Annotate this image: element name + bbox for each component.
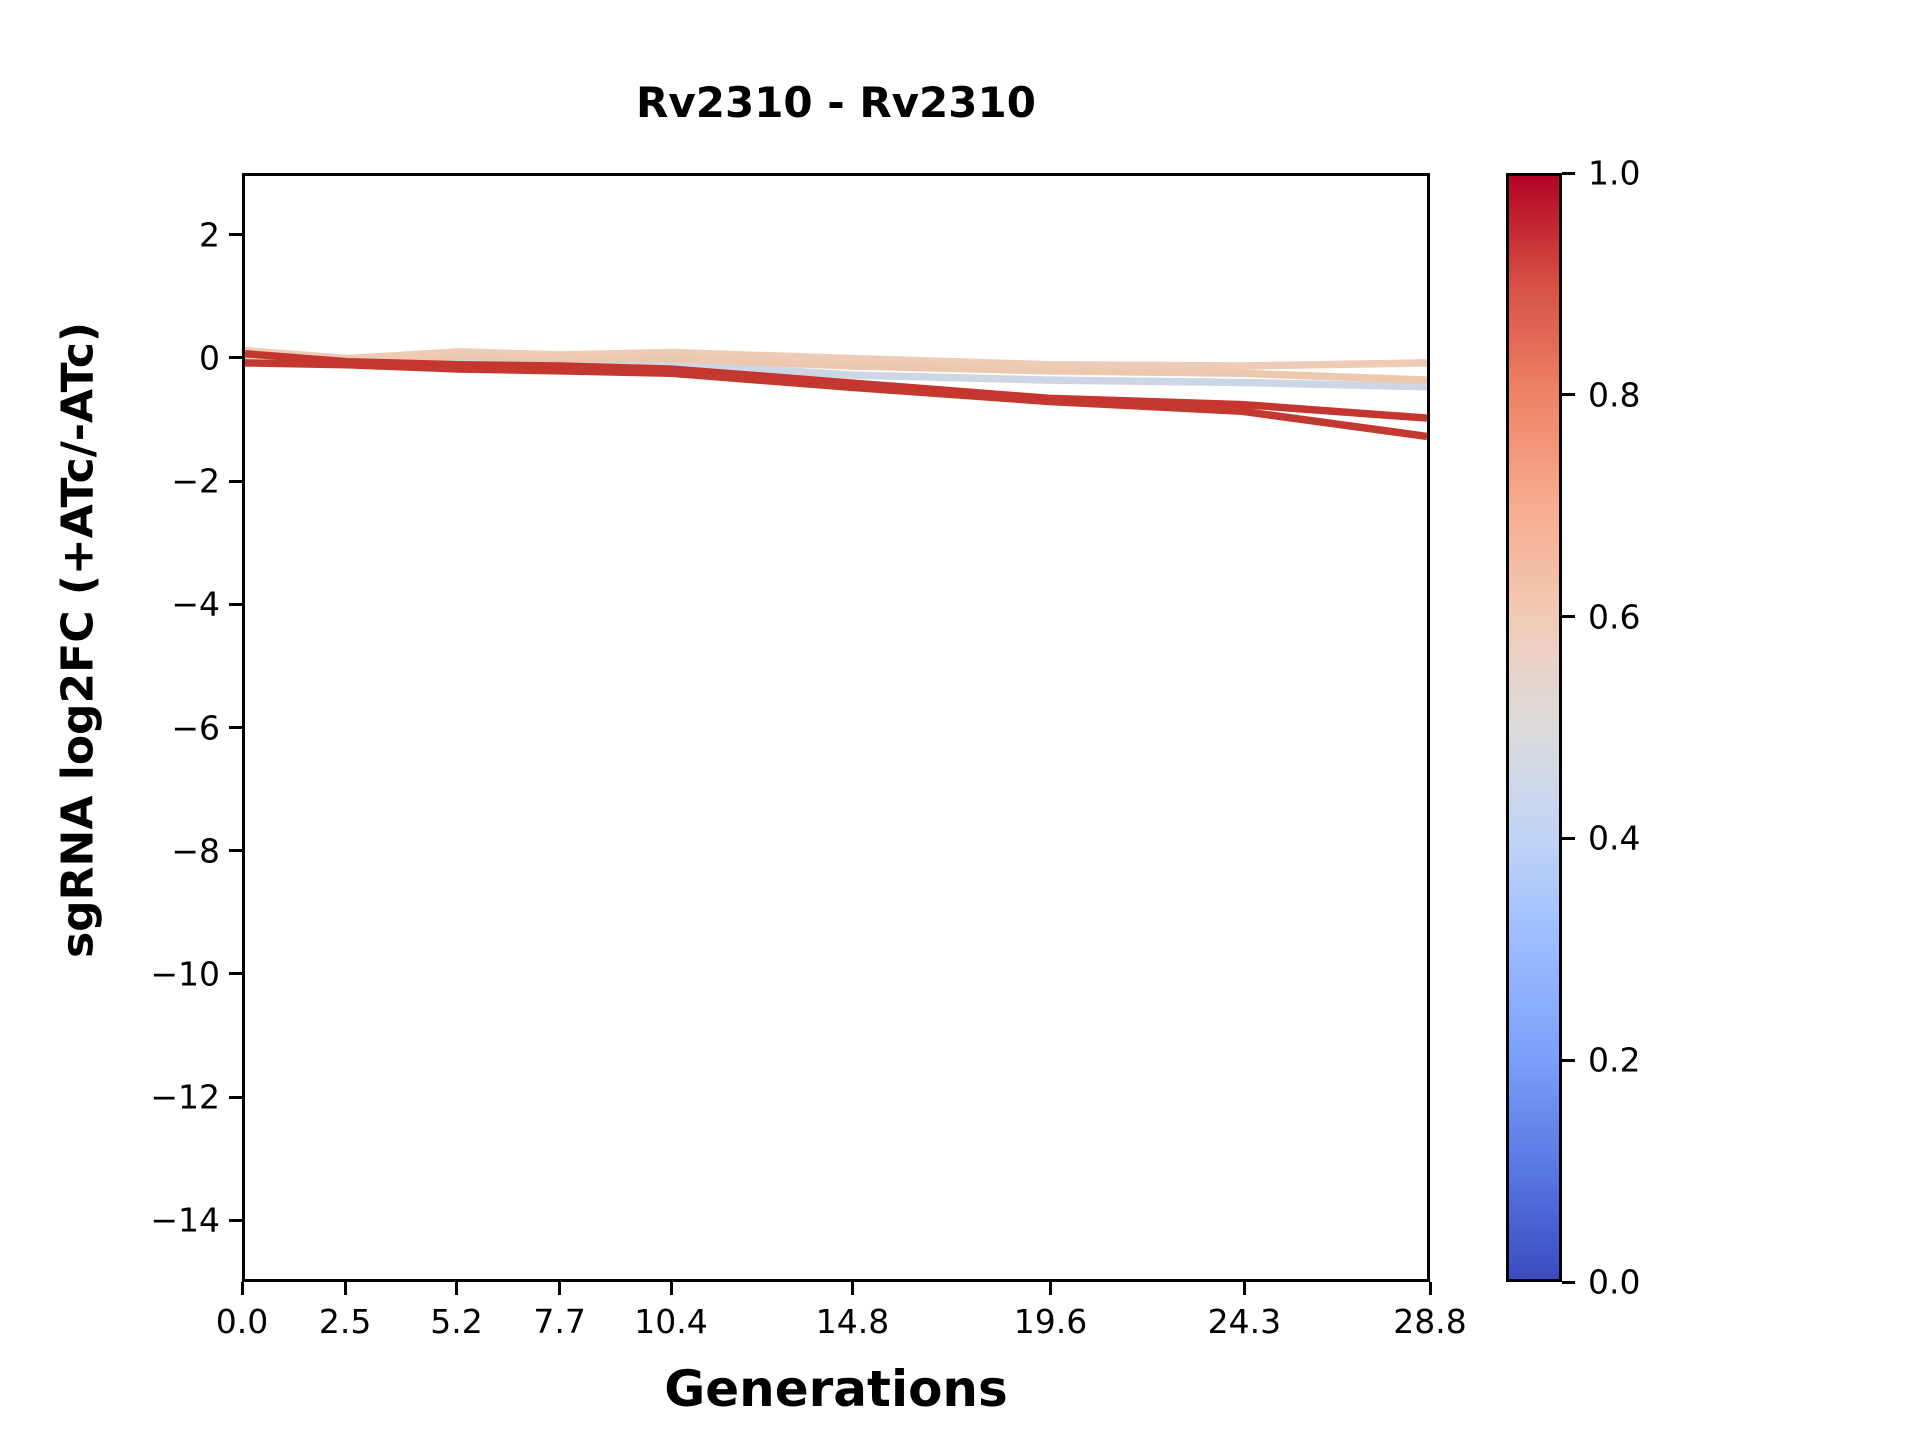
colorbar-tick-mark xyxy=(1562,615,1575,619)
colorbar-tick-label: 0.8 xyxy=(1588,375,1641,415)
sgrna-line-5 xyxy=(244,350,1428,422)
x-tick-mark xyxy=(1428,1282,1432,1295)
colorbar-tick-label: 1.0 xyxy=(1588,153,1641,193)
colorbar xyxy=(1506,173,1562,1282)
x-tick-mark xyxy=(669,1282,673,1295)
y-tick-mark xyxy=(229,356,242,360)
y-tick-mark xyxy=(229,233,242,237)
line-series-canvas xyxy=(244,346,1428,441)
colorbar-tick-label: 0.6 xyxy=(1588,597,1641,637)
y-axis-label: sgRNA log2FC (+ATc/-ATc) xyxy=(52,321,104,959)
x-tick-mark xyxy=(1242,1282,1246,1295)
x-tick-mark xyxy=(1049,1282,1052,1295)
colorbar-tick-mark xyxy=(1562,836,1575,840)
x-tick-label: 24.3 xyxy=(1207,1302,1282,1341)
y-tick-mark xyxy=(229,972,242,976)
chart-title: Rv2310 - Rv2310 xyxy=(636,78,1036,127)
colorbar-tick-mark xyxy=(1562,1058,1575,1062)
x-tick-mark xyxy=(343,1282,347,1295)
x-tick-label: 0.0 xyxy=(215,1302,269,1341)
colorbar-tick-mark xyxy=(1562,393,1575,397)
x-tick-mark xyxy=(455,1282,458,1295)
y-tick-label: 0 xyxy=(199,338,220,378)
x-tick-mark xyxy=(558,1282,562,1295)
y-tick-label: −6 xyxy=(171,708,220,747)
x-axis-label: Generations xyxy=(664,1360,1008,1418)
plot-area xyxy=(242,173,1430,1282)
y-tick-label: −8 xyxy=(171,831,220,871)
sgrna-line-3 xyxy=(244,346,1428,370)
y-tick-mark xyxy=(229,1095,242,1099)
x-tick-label: 14.8 xyxy=(815,1302,890,1341)
colorbar-tick-label: 0.4 xyxy=(1588,818,1641,858)
colorbar-tick-mark xyxy=(1562,171,1575,175)
y-tick-mark xyxy=(229,479,242,483)
y-tick-label: −2 xyxy=(171,461,220,501)
y-tick-label: −12 xyxy=(150,1077,220,1117)
x-tick-mark xyxy=(240,1282,244,1295)
y-tick-label: 2 xyxy=(199,215,220,255)
x-tick-label: 10.4 xyxy=(634,1302,708,1341)
x-tick-mark xyxy=(851,1282,854,1295)
x-tick-label: 5.2 xyxy=(430,1302,483,1341)
colorbar-tick-label: 0.0 xyxy=(1588,1262,1641,1302)
y-tick-label: −4 xyxy=(171,584,220,624)
x-tick-label: 28.8 xyxy=(1393,1302,1467,1341)
x-tick-label: 2.5 xyxy=(318,1302,372,1341)
y-tick-mark xyxy=(229,602,242,606)
x-tick-label: 19.6 xyxy=(1013,1302,1088,1341)
y-tick-mark xyxy=(229,726,242,729)
x-tick-label: 7.7 xyxy=(533,1302,586,1341)
colorbar-tick-mark xyxy=(1562,1280,1575,1284)
y-tick-label: −14 xyxy=(150,1200,220,1240)
y-tick-mark xyxy=(229,1218,242,1222)
colorbar-tick-label: 0.2 xyxy=(1588,1040,1641,1080)
y-tick-label: −10 xyxy=(150,954,220,994)
y-tick-mark xyxy=(229,849,242,853)
